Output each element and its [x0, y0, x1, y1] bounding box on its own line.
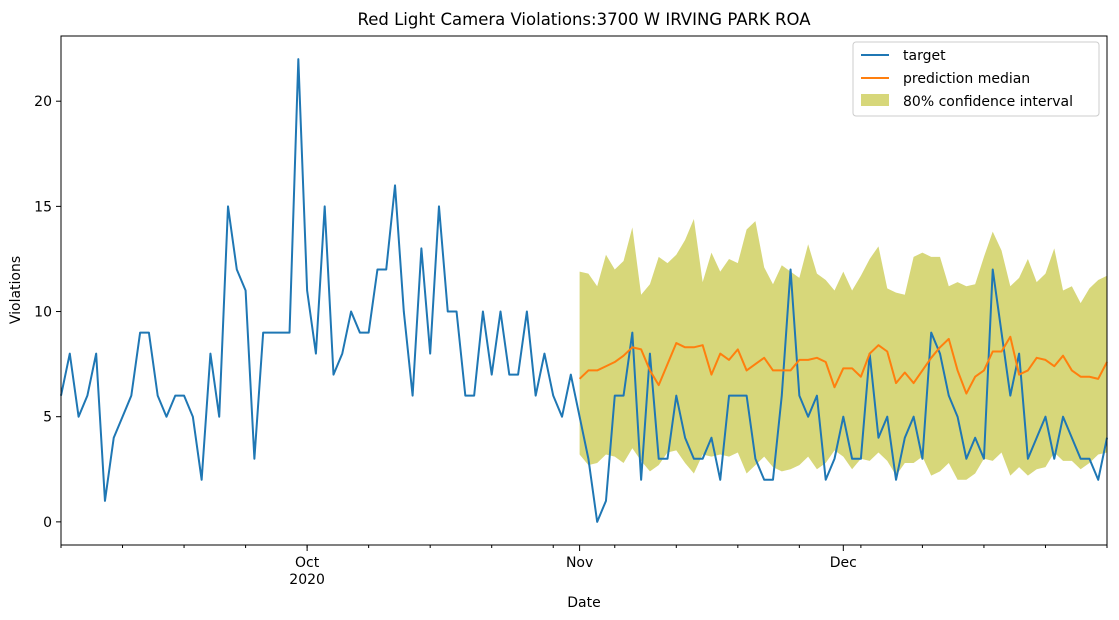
legend-median-label: prediction median [903, 71, 1030, 87]
x-tick-label: Dec [830, 555, 857, 571]
confidence-interval-band [579, 218, 1107, 480]
legend: target prediction median 80% confidence … [852, 41, 1100, 117]
y-axis-label: Violations [8, 256, 24, 324]
x-tick-label: Nov [566, 555, 593, 571]
plot-frame [60, 35, 1108, 546]
series-line-target [60, 58, 1108, 523]
plot-area [60, 58, 1108, 523]
y-tick-label: 10 [34, 305, 52, 321]
y-tick-label: 20 [34, 94, 52, 110]
y-tick-label: 0 [43, 515, 52, 531]
legend-ci-label: 80% confidence interval [903, 94, 1073, 110]
x-tick-label: Oct [295, 555, 320, 571]
legend-box [852, 41, 1100, 117]
x-axis-label: Date [567, 595, 600, 611]
legend-target-label: target [903, 48, 946, 64]
y-tick-label: 5 [43, 410, 52, 426]
legend-ci-swatch [861, 94, 889, 106]
x-tick-sublabel: 2020 [289, 572, 325, 588]
series-line-prediction-median [578, 335, 1108, 395]
y-tick-label: 15 [34, 199, 52, 215]
chart-title: Red Light Camera Violations:3700 W IRVIN… [358, 10, 812, 29]
